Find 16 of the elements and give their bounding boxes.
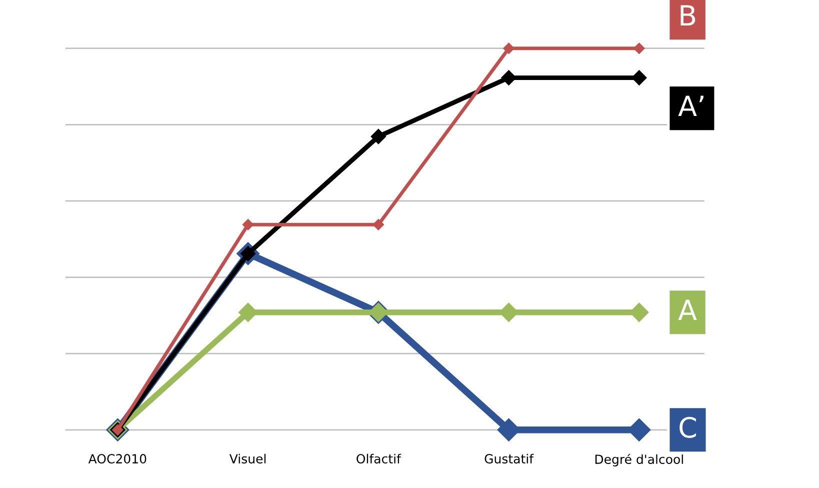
- point: [632, 70, 647, 86]
- point: [370, 128, 386, 144]
- x-tick-label: Gustatif: [484, 454, 534, 464]
- series-label: B: [680, 5, 696, 26]
- point: [634, 42, 645, 54]
- x-tick-label: Olfactif: [356, 454, 402, 464]
- series-label: A’: [678, 96, 704, 116]
- x-tick-label: Degré d'alcool: [595, 454, 683, 466]
- x-tick-label: AOC2010: [88, 454, 146, 464]
- point: [242, 219, 254, 230]
- series-label: C: [680, 416, 696, 438]
- point: [501, 70, 516, 86]
- point: [372, 219, 384, 230]
- x-tick-label: Visuel: [229, 454, 266, 464]
- series-label: A: [678, 300, 697, 320]
- point: [503, 42, 514, 54]
